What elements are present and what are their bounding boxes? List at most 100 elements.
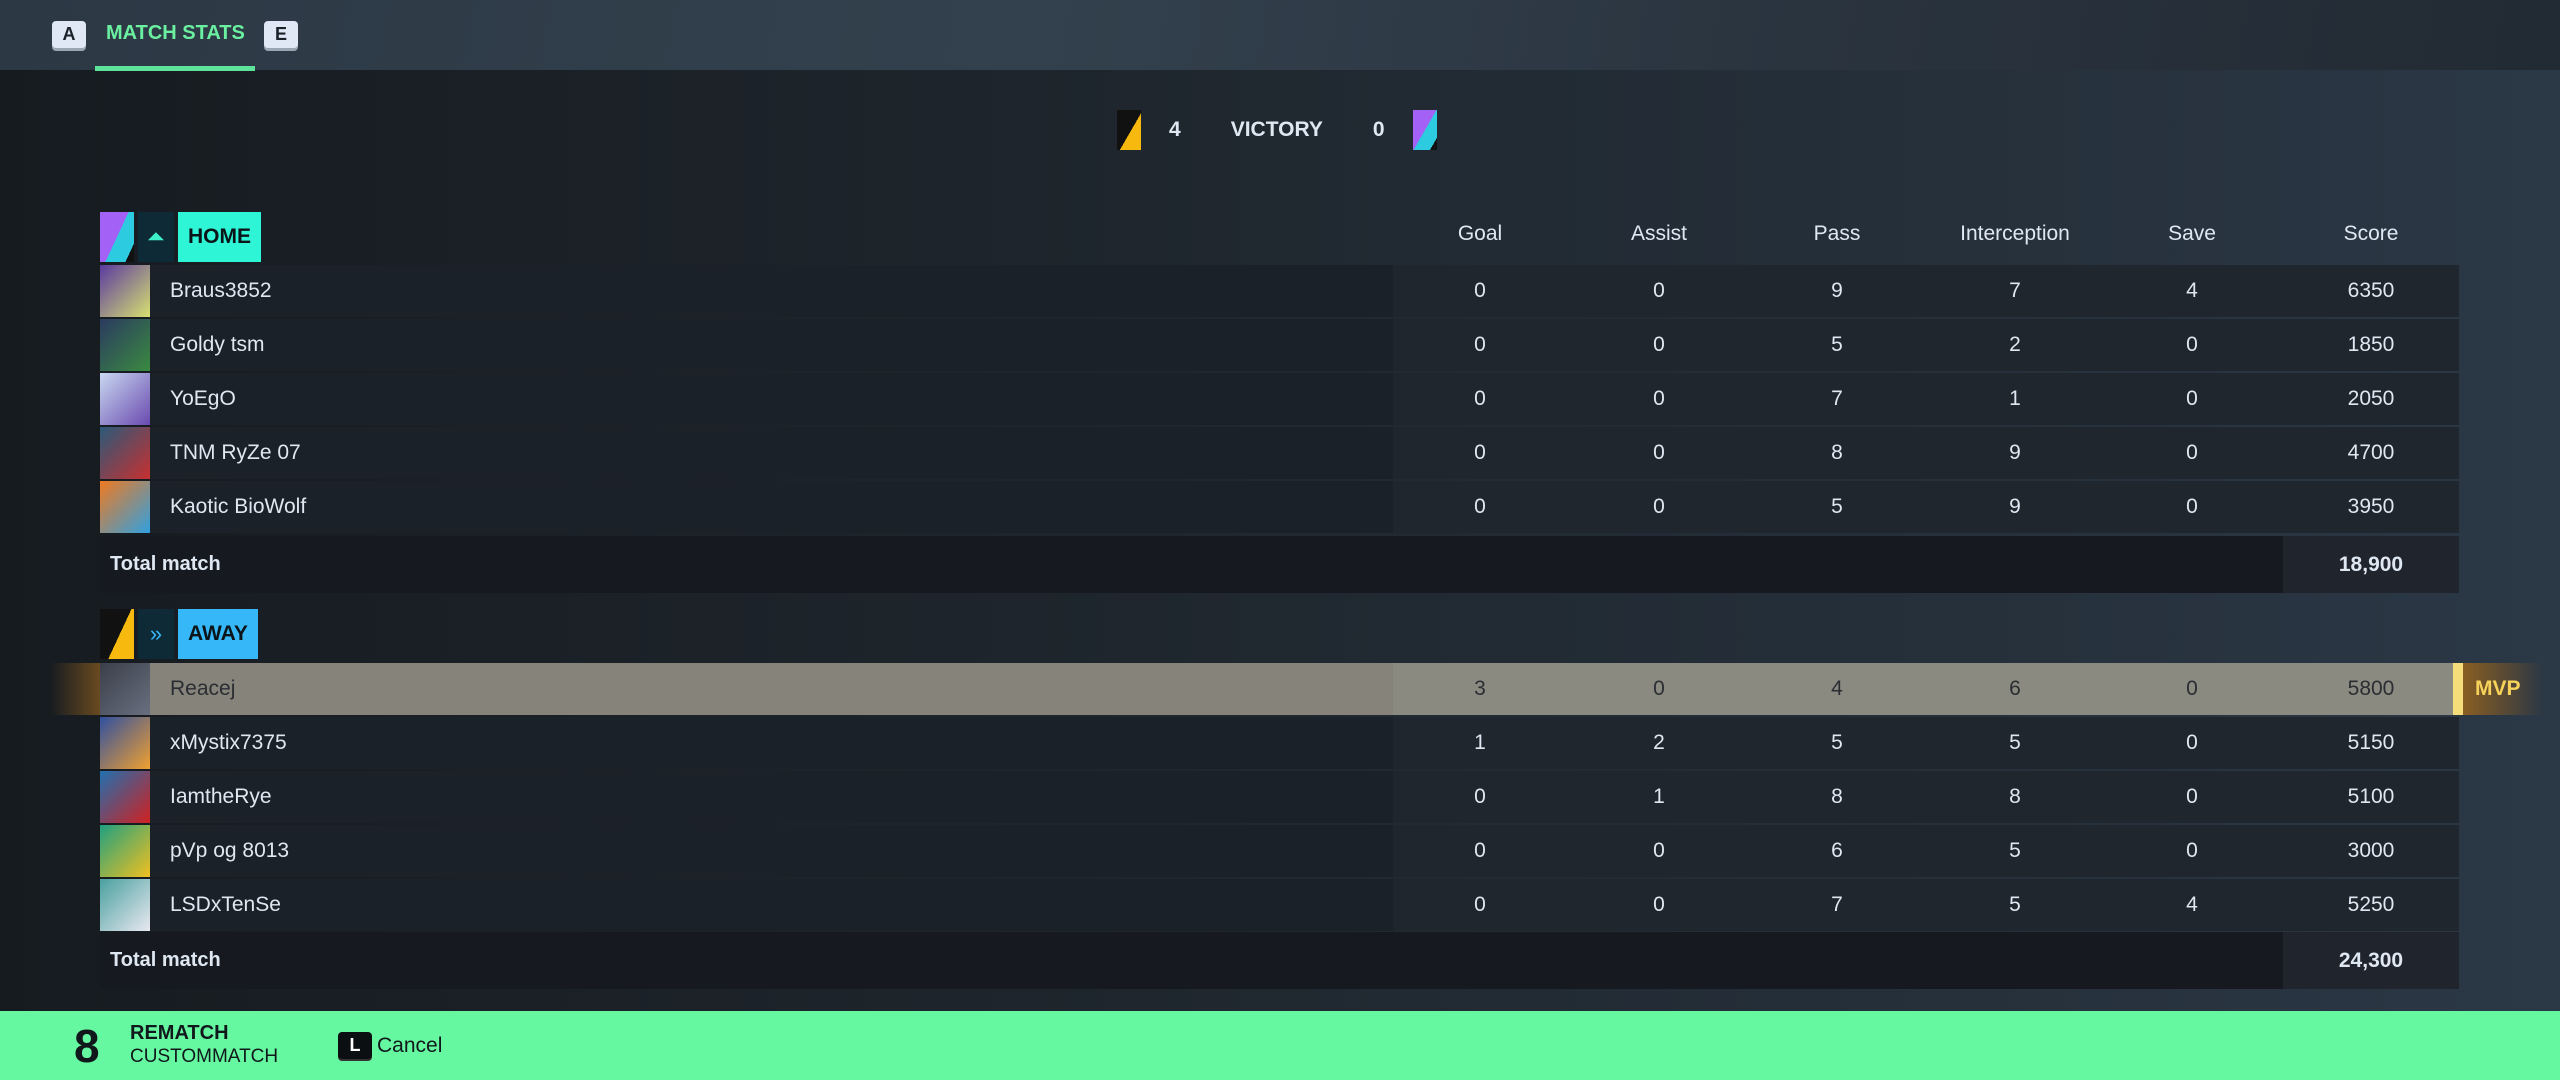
stat-goal: 0 [1474,279,1486,302]
player-name: TNM RyZe 07 [170,441,301,464]
col-interception: Interception [1960,222,2070,245]
stat-interception: 5 [2009,731,2021,754]
stat-save: 0 [2186,387,2198,410]
stat-pass: 9 [1831,279,1843,302]
stat-assist: 0 [1653,677,1665,700]
player-row[interactable]: xMystix7375 1 2 5 5 0 5150 [100,717,2459,769]
stat-pass: 8 [1831,441,1843,464]
away-team-header: » AWAY [100,609,258,659]
player-row[interactable]: Goldy tsm 0 0 5 2 0 1850 [100,319,2459,371]
player-avatar [100,771,150,823]
player-avatar [100,481,150,533]
stat-interception: 6 [2009,677,2021,700]
player-row[interactable]: Kaotic BioWolf 0 0 5 9 0 3950 [100,481,2459,533]
stat-save: 0 [2186,785,2198,808]
stat-save: 0 [2186,495,2198,518]
stat-score: 5100 [2347,785,2395,808]
player-name: IamtheRye [170,785,272,808]
scoreboard: 4 VICTORY 0 [1117,108,1437,152]
double-chevron-emblem-icon: » [138,609,174,659]
stat-save: 0 [2186,731,2198,754]
stat-score: 3950 [2347,495,2395,518]
total-label: Total match [110,949,221,971]
stat-assist: 2 [1653,731,1665,754]
stat-save: 0 [2186,839,2198,862]
mvp-marker [2453,663,2463,715]
name-cell [150,373,1393,425]
player-avatar [100,373,150,425]
stat-interception: 9 [2009,441,2021,464]
player-row[interactable]: LSDxTenSe 0 0 7 5 4 5250 [100,879,2459,931]
player-avatar [100,427,150,479]
player-name: Kaotic BioWolf [170,495,307,518]
player-name: Goldy tsm [170,333,265,356]
stat-score: 6350 [2347,279,2395,302]
mvp-glow [50,663,100,715]
home-score: 4 [1169,118,1181,141]
stat-assist: 0 [1653,839,1665,862]
away-score: 0 [1372,118,1385,141]
home-total-row: Total match 18,900 [100,536,2459,593]
cancel-button[interactable]: Cancel [377,1034,443,1057]
player-avatar [100,879,150,931]
col-pass: Pass [1813,222,1861,245]
match-result: VICTORY [1230,118,1323,141]
home-label: HOME [178,212,261,262]
away-flag-icon [100,609,134,659]
name-cell [150,481,1393,533]
stat-pass: 8 [1831,785,1843,808]
rematch-countdown: 8 [74,1020,100,1072]
stat-interception: 1 [2009,387,2021,410]
stat-score: 5250 [2347,893,2395,916]
col-assist: Assist [1630,222,1687,245]
player-row[interactable]: TNM RyZe 07 0 0 8 9 0 4700 [100,427,2459,479]
home-team-flag-icon [1117,110,1141,150]
player-row[interactable]: IamtheRye 0 1 8 8 0 5100 [100,771,2459,823]
stat-assist: 0 [1653,387,1665,410]
name-cell [150,427,1393,479]
player-avatar [100,265,150,317]
home-flag-icon [100,212,134,262]
rematch-title[interactable]: REMATCH [130,1022,229,1044]
name-cell [150,265,1393,317]
player-row[interactable]: Braus3852 0 0 9 7 4 6350 [100,265,2459,317]
away-total-score: 24,300 [2283,932,2459,989]
stat-save: 4 [2186,279,2198,302]
stat-pass: 6 [1831,839,1843,862]
player-row[interactable]: YoEgO 0 0 7 1 0 2050 [100,373,2459,425]
prev-tab-key[interactable]: A [52,21,86,48]
top-bar: A MATCH STATS E [0,0,2560,71]
player-name: Braus3852 [170,279,272,302]
tab-match-stats[interactable]: MATCH STATS [106,22,245,44]
player-name: xMystix7375 [170,731,287,754]
footer-bar: 8 REMATCH CUSTOMMATCH L Cancel [0,1011,2560,1080]
stat-assist: 0 [1653,893,1665,916]
stat-goal: 0 [1474,387,1486,410]
player-row[interactable]: pVp og 8013 0 0 6 5 0 3000 [100,825,2459,877]
cancel-key[interactable]: L [338,1032,372,1059]
stat-pass: 4 [1831,677,1843,700]
stat-save: 0 [2186,677,2198,700]
player-avatar [100,825,150,877]
home-total-score: 18,900 [2283,536,2459,593]
stat-interception: 5 [2009,839,2021,862]
stat-assist: 0 [1653,333,1665,356]
stat-assist: 1 [1653,785,1665,808]
next-tab-key[interactable]: E [264,21,298,48]
player-row[interactable]: Reacej 3 0 4 6 0 5800 [100,663,2459,715]
total-label: Total match [110,553,221,575]
player-avatar [100,717,150,769]
player-name: pVp og 8013 [170,839,290,862]
stat-goal: 0 [1474,333,1486,356]
stat-assist: 0 [1653,495,1665,518]
stat-score: 5800 [2347,677,2395,700]
stat-pass: 7 [1831,387,1843,410]
away-total-row: Total match 24,300 [100,932,2459,989]
stat-score: 2050 [2347,387,2395,410]
stat-interception: 5 [2009,893,2021,916]
stat-goal: 0 [1474,785,1486,808]
stat-goal: 0 [1474,893,1486,916]
stat-assist: 0 [1653,441,1665,464]
mvp-badge: MVP [2463,663,2543,715]
away-label: AWAY [178,609,258,659]
